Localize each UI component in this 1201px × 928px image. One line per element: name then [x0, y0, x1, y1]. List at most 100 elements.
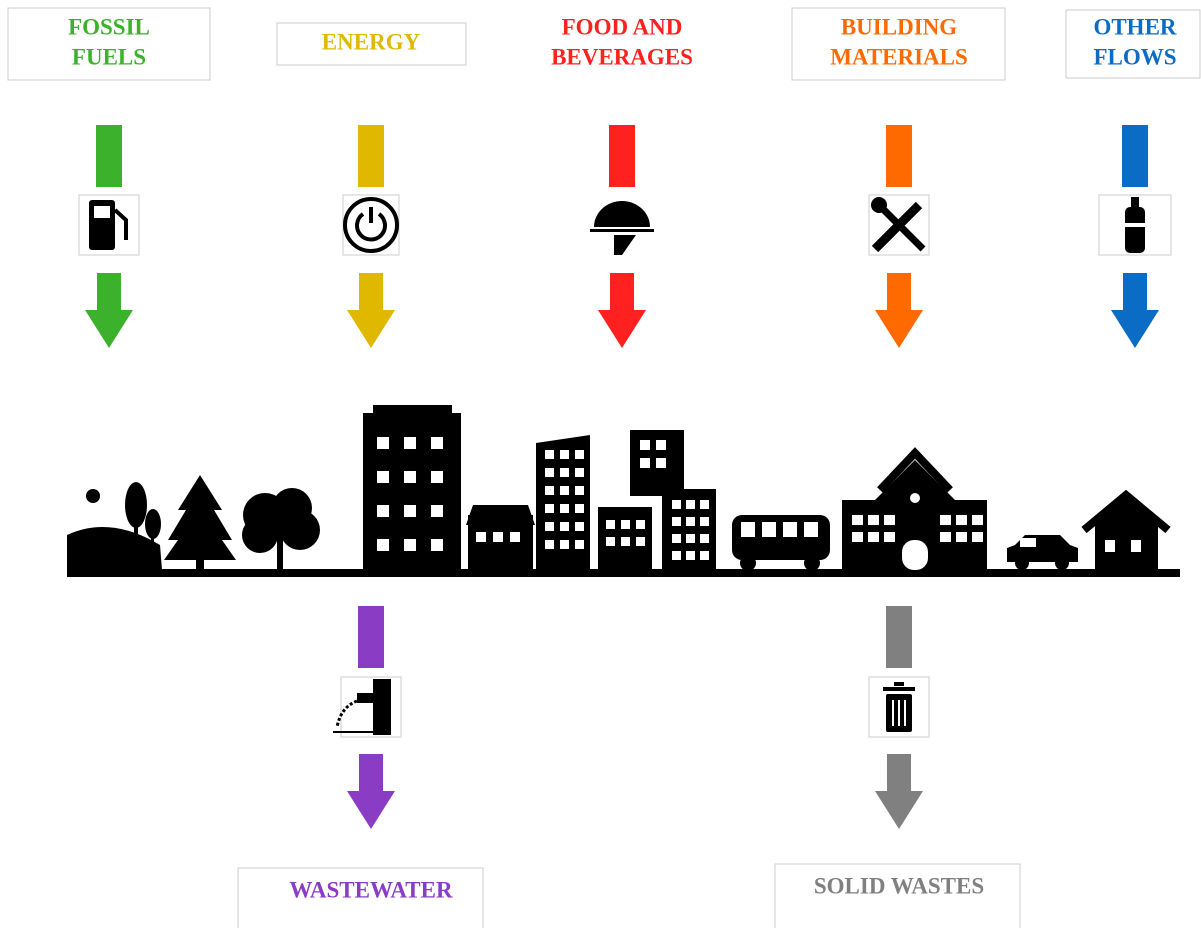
- icon: [1125, 223, 1145, 227]
- window: [686, 500, 695, 509]
- window: [545, 522, 554, 531]
- flow-label: FOSSIL: [68, 14, 150, 39]
- label-box: [1065, 9, 1201, 79]
- tree: [125, 482, 147, 528]
- window: [377, 539, 389, 551]
- icon: [1131, 197, 1139, 207]
- flow-label: BUILDING: [841, 14, 957, 39]
- icon: [343, 197, 399, 253]
- house: [1095, 492, 1158, 570]
- window: [741, 522, 755, 537]
- window: [606, 520, 615, 529]
- icon: [898, 700, 900, 726]
- window: [575, 522, 584, 531]
- window: [686, 551, 695, 560]
- arrow-shaft: [358, 125, 384, 187]
- window: [700, 534, 709, 543]
- arrow-shaft: [886, 606, 912, 668]
- window: [377, 471, 389, 483]
- arrow-shaft: [1122, 125, 1148, 187]
- icon: [871, 197, 926, 253]
- window: [404, 505, 416, 517]
- window: [377, 437, 389, 449]
- arrow-down: [1111, 273, 1159, 348]
- icon: [892, 700, 894, 726]
- window: [621, 537, 630, 546]
- icon-box: [340, 676, 402, 738]
- clock: [910, 493, 920, 503]
- window: [560, 522, 569, 531]
- arrow-shaft: [886, 125, 912, 187]
- window: [686, 534, 695, 543]
- window: [700, 517, 709, 526]
- window: [700, 551, 709, 560]
- window: [884, 515, 895, 525]
- window: [884, 532, 895, 542]
- window: [377, 505, 389, 517]
- window: [431, 505, 443, 517]
- window: [868, 532, 879, 542]
- window: [852, 532, 863, 542]
- window: [636, 537, 645, 546]
- window: [804, 522, 818, 537]
- window: [575, 540, 584, 549]
- window: [510, 532, 520, 542]
- window: [783, 522, 797, 537]
- window: [560, 486, 569, 495]
- icon: [883, 682, 915, 732]
- icon: [904, 700, 906, 726]
- window: [545, 468, 554, 477]
- window: [672, 534, 681, 543]
- arrow-down: [598, 273, 646, 348]
- window: [545, 450, 554, 459]
- window: [972, 515, 983, 525]
- label-box: [791, 7, 1006, 81]
- school: [842, 460, 987, 570]
- window: [575, 450, 584, 459]
- door: [1020, 538, 1036, 547]
- windows: [377, 437, 1141, 570]
- icon: [333, 679, 391, 735]
- window: [640, 458, 650, 468]
- icon: [94, 206, 110, 218]
- window: [560, 504, 569, 513]
- window: [431, 539, 443, 551]
- window: [560, 540, 569, 549]
- flow-label: OTHER: [1093, 14, 1176, 39]
- icon: [343, 197, 399, 253]
- window: [762, 522, 776, 537]
- window: [640, 440, 650, 450]
- window: [575, 468, 584, 477]
- window: [1131, 540, 1141, 552]
- flow-label: ENERGY: [322, 29, 421, 54]
- icon: [369, 207, 373, 223]
- flow-label: FUELS: [72, 44, 146, 69]
- window: [404, 539, 416, 551]
- city-skyline: [67, 405, 1180, 577]
- window: [1105, 540, 1115, 552]
- window: [493, 532, 503, 542]
- window: [672, 517, 681, 526]
- icon: [1125, 197, 1145, 253]
- window: [560, 450, 569, 459]
- icon: [113, 208, 128, 240]
- icon: [878, 204, 926, 252]
- window: [476, 532, 486, 542]
- pine-tree: [164, 475, 236, 560]
- arrow-shaft: [609, 125, 635, 187]
- window: [672, 500, 681, 509]
- arrow-down: [347, 754, 395, 829]
- icon: [883, 687, 915, 691]
- flow-label: WASTEWATER: [289, 877, 453, 902]
- window: [636, 520, 645, 529]
- flow-label: MATERIALS: [830, 44, 968, 69]
- window: [852, 515, 863, 525]
- arrow-down: [875, 273, 923, 348]
- label-box: [237, 867, 484, 928]
- arrow-shaft: [358, 606, 384, 668]
- window: [656, 440, 666, 450]
- window: [404, 471, 416, 483]
- label-box: [774, 863, 1021, 928]
- window: [606, 537, 615, 546]
